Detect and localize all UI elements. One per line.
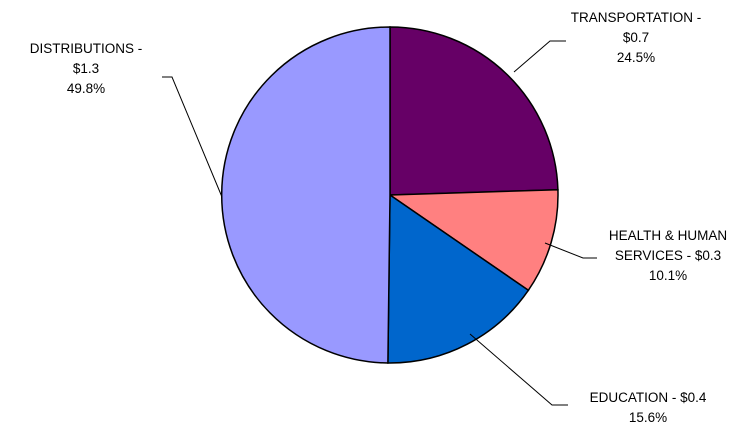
leader-line-health-human-services <box>544 242 597 259</box>
slice-label-education: EDUCATION - $0.4 15.6% <box>590 390 707 425</box>
pie-slice-health-human-services <box>387 188 559 292</box>
slice-label-line: TRANSPORTATION - <box>571 10 702 25</box>
slice-labels: TRANSPORTATION - $0.7 24.5% HEALTH & HUMAN S… <box>30 10 727 425</box>
slice-label-line: 15.6% <box>629 410 667 425</box>
pie-slice-distributions <box>221 26 391 364</box>
slice-label-distributions: DISTRIBUTIONS - $1.3 49.8% <box>30 41 143 96</box>
slice-label-line: $0.7 <box>623 30 649 45</box>
slice-label-line: 24.5% <box>617 50 655 65</box>
slice-label-line: SERVICES - $0.3 <box>615 248 721 263</box>
slice-label-transportation: TRANSPORTATION - $0.7 24.5% <box>571 10 702 65</box>
slice-label-line: DISTRIBUTIONS - <box>30 41 143 56</box>
slice-label-line: EDUCATION - $0.4 <box>590 390 707 405</box>
leader-line-education <box>469 333 568 406</box>
slice-label-health-human-services: HEALTH & HUMAN SERVICES - $0.3 10.1% <box>609 228 727 283</box>
slice-label-line: $1.3 <box>73 61 99 76</box>
leader-line-distributions <box>162 76 223 198</box>
pie-slice-transportation <box>389 26 559 196</box>
leader-line-transportation <box>513 40 566 73</box>
leader-lines <box>162 40 597 406</box>
slice-label-line: 49.8% <box>67 81 105 96</box>
slice-label-line: 10.1% <box>649 268 687 283</box>
slice-label-line: HEALTH & HUMAN <box>609 228 727 243</box>
pie-slices <box>221 26 559 364</box>
pie-slice-education <box>387 193 530 364</box>
